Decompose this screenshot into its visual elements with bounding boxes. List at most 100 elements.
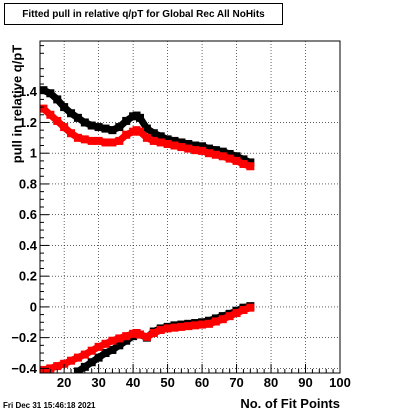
y-tick-label: 0.6 (19, 207, 37, 222)
series-0-point (80, 118, 89, 127)
series-3-point (184, 322, 193, 331)
series-0-point (136, 113, 144, 122)
series-3-point (246, 303, 255, 312)
series-1-point (115, 136, 124, 145)
series-1-point (122, 130, 131, 139)
series-2-point (80, 362, 89, 371)
series-3-point (73, 353, 82, 362)
series-1-point (239, 159, 248, 168)
series-0-point (94, 123, 103, 132)
x-axis-label: No. of Fit Points (240, 396, 340, 411)
series-3-point (170, 323, 179, 332)
series-0-point (60, 103, 69, 112)
series-2-point (108, 345, 117, 354)
series-0-point (177, 138, 186, 147)
series-3-point (67, 356, 76, 365)
series-3-point (136, 330, 144, 339)
series-3-point (115, 334, 124, 343)
series-0-point (46, 89, 55, 98)
x-tick-label: 100 (329, 375, 351, 390)
y-tick-label: 1.2 (19, 115, 37, 130)
series-1-point (73, 133, 82, 142)
series-0-point (191, 141, 200, 150)
series-1-point (225, 154, 234, 163)
series-3-point (80, 350, 89, 359)
timestamp: Fri Dec 31 15:46:18 2021 (3, 401, 96, 410)
series-0-point (225, 149, 234, 158)
y-tick-label: 0.8 (19, 176, 37, 191)
series-1-point (60, 123, 69, 132)
y-tick-label: 1 (30, 146, 37, 161)
series-1-point (101, 138, 110, 147)
series-0-point (232, 152, 241, 161)
series-1-point (46, 110, 55, 119)
series-layer (40, 86, 255, 373)
series-0-point (211, 146, 220, 155)
series-0-point (40, 86, 48, 95)
series-0-point (170, 136, 179, 145)
series-0-point (156, 132, 165, 141)
series-0-point (184, 139, 193, 148)
x-tick-label: 30 (91, 375, 105, 390)
series-1-point (211, 150, 220, 159)
series-3-point (108, 336, 117, 345)
series-3-point (211, 317, 220, 326)
series-3-point (94, 342, 103, 351)
y-tick-label: 0 (30, 299, 37, 314)
series-1-point (53, 116, 62, 125)
series-3-point (53, 362, 62, 371)
series-3-point (177, 322, 186, 331)
series-3-point (46, 364, 55, 373)
series-2-point (87, 358, 96, 367)
series-2-point (101, 349, 110, 358)
x-tick-label: 20 (57, 375, 71, 390)
x-tick-label: 80 (264, 375, 278, 390)
series-0-point (87, 121, 96, 130)
x-tick-label: 50 (160, 375, 174, 390)
series-1-point (108, 138, 117, 147)
series-3-point (232, 309, 241, 318)
series-1-point (156, 138, 165, 147)
grid-lines (40, 41, 341, 373)
series-1-point (40, 104, 48, 113)
series-2-point (94, 353, 103, 362)
series-0-point (73, 113, 82, 122)
series-1-point (136, 127, 144, 136)
series-1-point (218, 152, 227, 161)
tick-labels: 20 30 40 50 60 70 80 90 100 −0.4 −0.2 0 0.2 0.4 0.6 0.8… (11, 84, 351, 390)
series-3-point (239, 305, 248, 314)
series-0-point (108, 126, 117, 135)
series-2-point (115, 341, 124, 350)
series-1-point (170, 141, 179, 150)
series-0-point (163, 135, 172, 144)
series-1-point (184, 144, 193, 153)
series-1-point (204, 149, 213, 158)
series-0-point (239, 155, 248, 164)
series-3-point (198, 320, 207, 329)
series-0-point (115, 123, 124, 132)
series-1-point (177, 143, 186, 152)
series-3-point (87, 346, 96, 355)
series-0-point (101, 124, 110, 133)
series-3-point (101, 339, 110, 348)
series-0-point (204, 144, 213, 153)
series-3-point (60, 359, 69, 368)
series-2-point (122, 336, 131, 345)
y-tick-label: 1.4 (19, 84, 38, 99)
series-3-point (149, 329, 158, 338)
series-1-point (191, 146, 200, 155)
series-3-point (225, 312, 234, 321)
axis-ticks (40, 45, 341, 373)
series-3-point (142, 332, 151, 341)
series-0-point (218, 147, 227, 156)
series-1-point (87, 136, 96, 145)
y-axis-label: pull in relative q/pT (9, 44, 25, 164)
series-3-point (163, 324, 172, 333)
series-3-point (191, 321, 200, 330)
series-0-point (149, 129, 158, 138)
series-1-point (94, 136, 103, 145)
y-tick-label: −0.2 (11, 330, 37, 345)
y-tick-label: 0.2 (19, 269, 37, 284)
series-1-point (246, 162, 255, 171)
